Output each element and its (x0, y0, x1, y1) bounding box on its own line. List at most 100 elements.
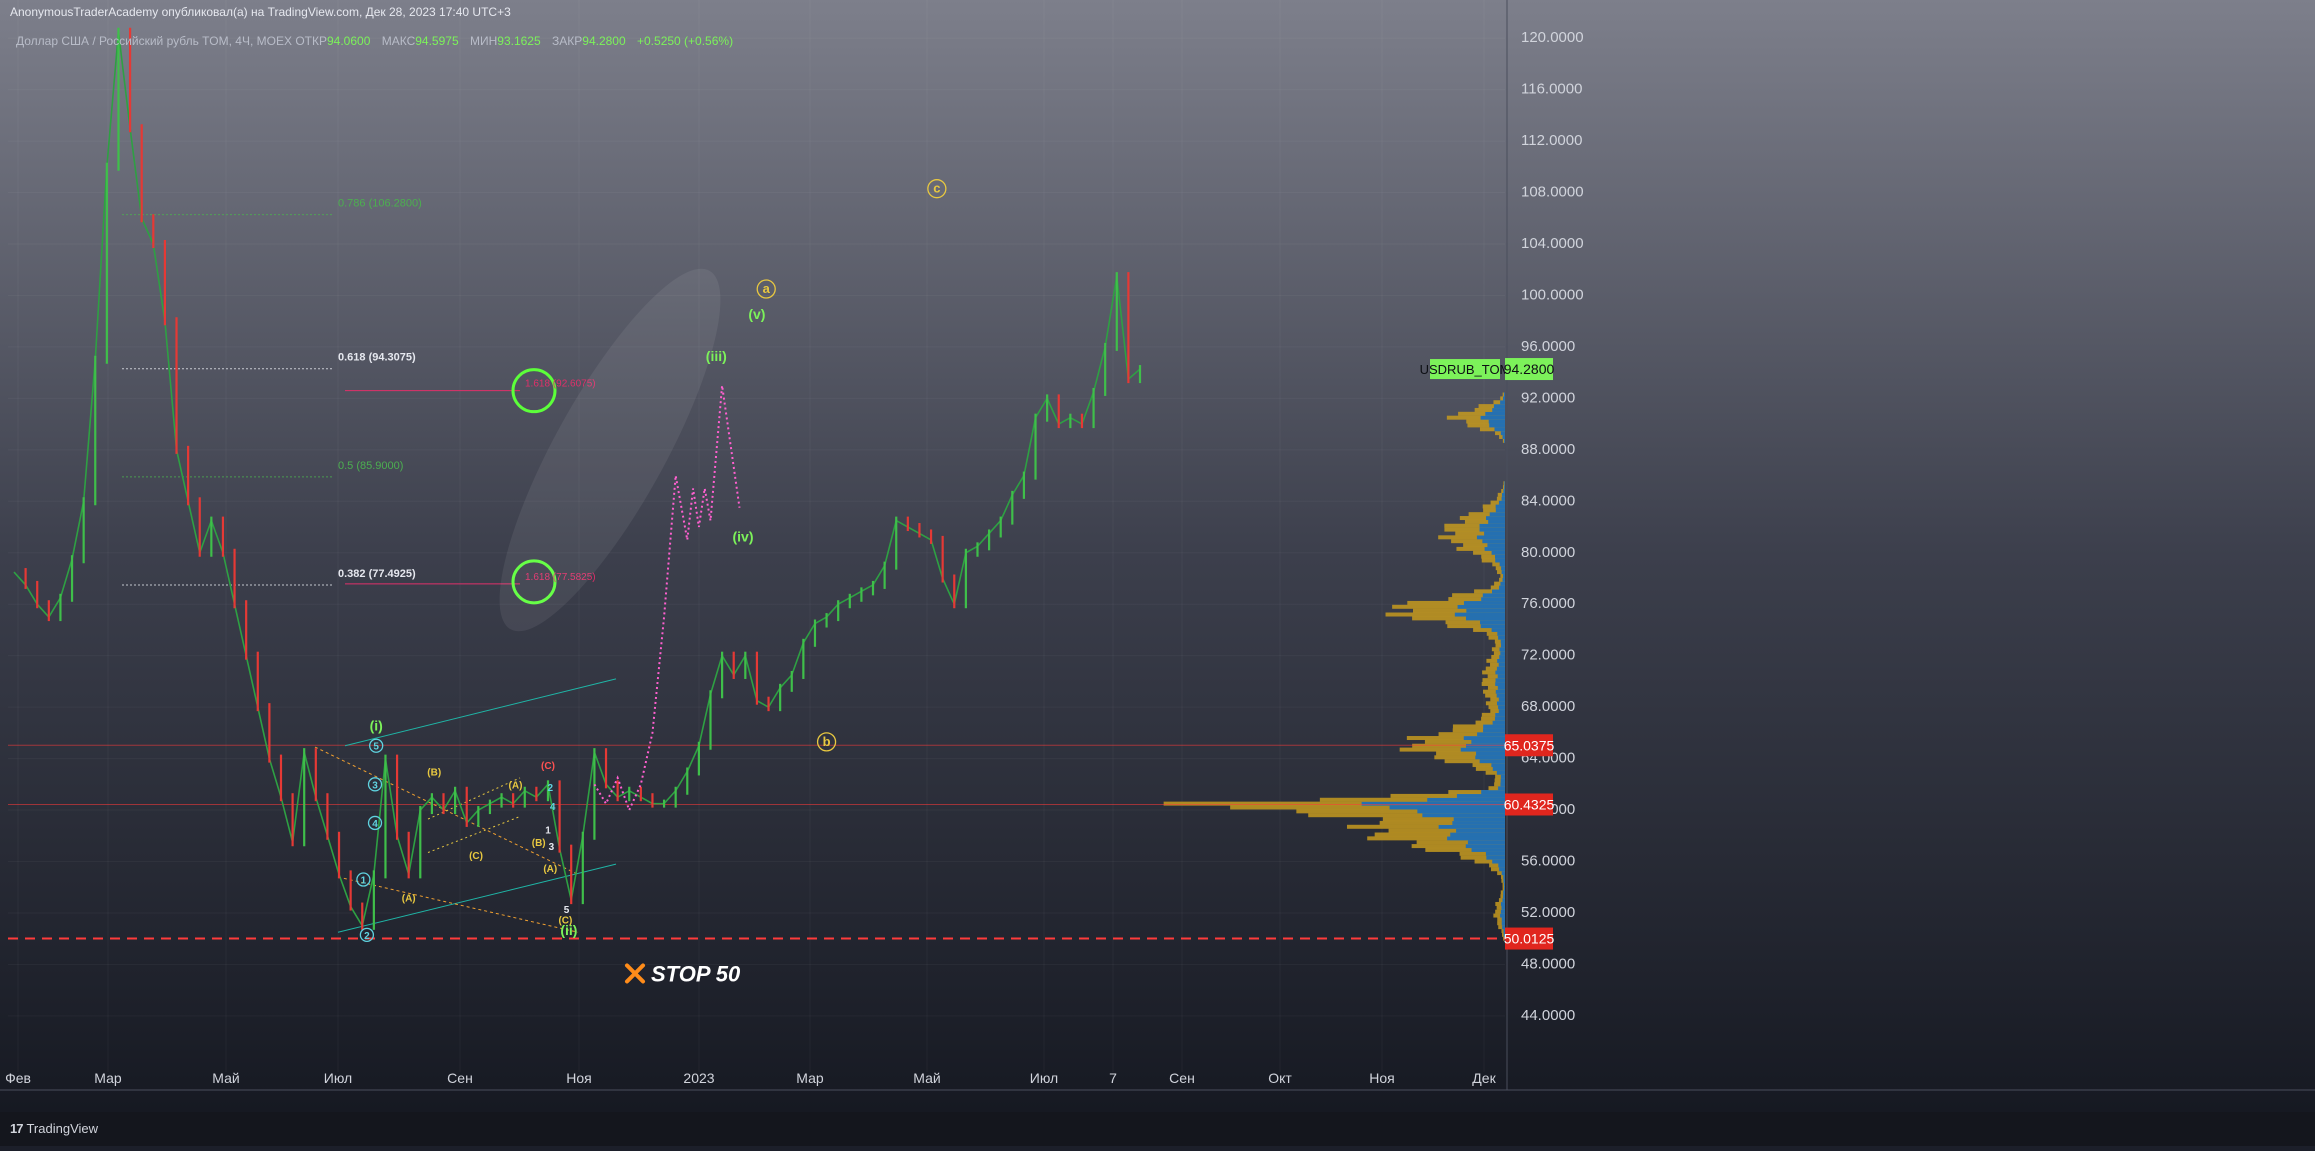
volume-profile-bar (1487, 674, 1505, 679)
x-tick-label: Май (212, 1070, 239, 1086)
volume-profile-bar-inner (1480, 624, 1505, 629)
volume-profile-bar (1473, 627, 1505, 632)
volume-profile-bar (1455, 531, 1505, 536)
volume-profile-bar-inner (1488, 419, 1505, 424)
volume-profile-bar (1436, 751, 1505, 756)
volume-profile-bar-inner (1497, 658, 1505, 663)
y-tick-label: 48.0000 (1521, 955, 1575, 972)
volume-profile-bar (1502, 886, 1505, 891)
wave-iii-highlight (499, 268, 721, 632)
price-levels (8, 744, 1505, 940)
last-price-label: 94.2800 (1504, 361, 1555, 377)
tradingview-logo[interactable]: 17 TradingView (10, 1121, 98, 1136)
volume-profile-bar-inner (1500, 901, 1505, 906)
wave-label: 5 (373, 742, 379, 753)
price-level-label: 65.0375 (1504, 737, 1555, 753)
volume-profile-bar-inner (1500, 431, 1505, 436)
wave-label: 1 (361, 876, 367, 887)
volume-profile-bar (1483, 508, 1505, 513)
wave-label: (B) (532, 838, 546, 849)
volume-profile-bar (1459, 516, 1505, 521)
volume-profile-bar (1388, 828, 1505, 833)
volume-profile-bar-inner (1498, 705, 1505, 710)
volume-profile-bar-inner (1486, 516, 1505, 521)
stop-label: STOP 50 (651, 961, 741, 986)
target-label: 1.618 (92.6075) (525, 379, 596, 390)
volume-profile-bar-inner (1422, 813, 1505, 818)
volume-profile-bar-inner (1501, 871, 1505, 876)
y-tick-label: 44.0000 (1521, 1007, 1575, 1024)
volume-profile-bar (1458, 411, 1505, 416)
ohlc-open-label: ОТКР (295, 34, 327, 48)
volume-profile-bar-inner (1503, 932, 1505, 937)
y-tick-label: 100.0000 (1521, 286, 1584, 303)
price-series (13, 27, 1142, 930)
volume-profile-bar-inner (1501, 921, 1505, 926)
volume-profile-bar-inner (1492, 407, 1505, 412)
volume-profile-bar (1444, 523, 1505, 528)
volume-profile-bar-inner (1495, 554, 1505, 559)
volume-profile-bar (1499, 434, 1505, 439)
volume-profile-bar (1481, 554, 1505, 559)
wave-label-circle (816, 732, 837, 752)
volume-profile-bar (1498, 898, 1505, 903)
volume-profile-bar (1502, 485, 1505, 490)
volume-profile-bar (1473, 550, 1505, 555)
volume-profile-bar (1494, 581, 1505, 586)
volume-profile-bar-inner (1502, 434, 1505, 439)
volume-profile-bar (1481, 716, 1505, 721)
y-tick-label: 76.0000 (1521, 595, 1575, 612)
volume-profile-bar-inner (1471, 739, 1505, 744)
volume-profile-bar-inner (1501, 570, 1505, 575)
x-tick-label: Ноя (1369, 1070, 1394, 1086)
volume-profile-bar (1452, 724, 1505, 729)
volume-profile-bar-inner (1503, 882, 1505, 887)
volume-profile-bar (1487, 685, 1505, 690)
volume-profile-bar (1491, 867, 1505, 872)
volume-profile-bar (1500, 396, 1505, 401)
volume-profile-bar-inner (1496, 770, 1505, 775)
volume-profile-bar-inner (1503, 928, 1505, 933)
wave-label: (iv) (732, 528, 753, 544)
volume-profile-bar-inner (1482, 593, 1505, 598)
volume-profile-bar-inner (1498, 500, 1505, 505)
x-tick-label: Сен (1169, 1070, 1195, 1086)
volume-profile-bar (1493, 400, 1505, 405)
volume-profile-bar-inner (1502, 396, 1505, 401)
price-axis-area (1507, 0, 2315, 1112)
volume-profile-bar-inner (1477, 732, 1505, 737)
wave-label: (A) (509, 780, 523, 791)
wave-label: (C) (469, 851, 483, 862)
volume-profile-bar (1497, 871, 1505, 876)
volume-profile-bar (1488, 635, 1505, 640)
wave-label-circle (756, 279, 776, 299)
volume-profile-bar-inner (1450, 832, 1505, 837)
projection-line (593, 385, 741, 813)
volume-profile-bar-inner (1495, 504, 1505, 509)
volume-profile-bar-inner (1427, 797, 1505, 802)
volume-profile-bar (1479, 427, 1505, 432)
volume-profile-bar (1495, 774, 1505, 779)
wave-label: 1 (545, 825, 551, 836)
volume-profile (1163, 392, 1505, 941)
footer-bar (0, 1112, 2315, 1146)
y-tick-label: 120.0000 (1521, 29, 1584, 46)
volume-profile-bar-inner (1495, 558, 1505, 563)
wave-label: 2 (548, 783, 554, 794)
volume-profile-bar (1493, 913, 1505, 918)
symbol-description: Доллар США / Российский рубль TOM, 4Ч, M… (16, 34, 292, 48)
volume-profile-bar (1494, 639, 1505, 644)
ohlc-high-value: 94.5975 (415, 34, 459, 48)
volume-profile-bar-inner (1489, 512, 1505, 517)
volume-profile-bar-inner (1498, 786, 1505, 791)
volume-profile-bar (1416, 840, 1505, 845)
volume-profile-bar (1444, 527, 1505, 532)
volume-profile-bar (1494, 782, 1505, 787)
y-tick-label: 108.0000 (1521, 184, 1584, 201)
volume-profile-bar (1412, 608, 1505, 613)
price-level-label: 60.4325 (1504, 796, 1555, 812)
x-tick-label: Дек (1472, 1070, 1496, 1086)
volume-profile-bar (1490, 708, 1505, 713)
